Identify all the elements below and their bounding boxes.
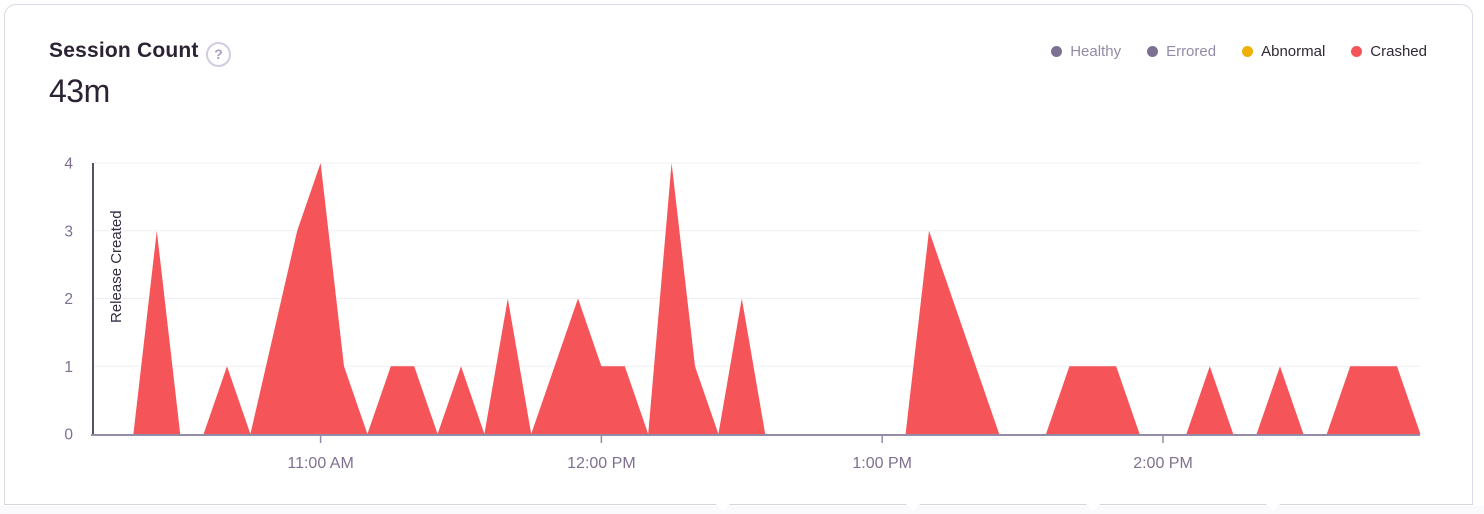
svg-text:3: 3	[64, 223, 73, 240]
errored-dot-icon	[1147, 46, 1159, 57]
svg-text:4: 4	[64, 156, 73, 173]
svg-text:1:00 PM: 1:00 PM	[852, 455, 912, 472]
legend-item-healthy[interactable]: Healthy	[1051, 43, 1121, 60]
svg-text:0: 0	[64, 427, 73, 444]
help-icon[interactable]: ?	[206, 42, 231, 67]
healthy-dot-icon	[1051, 46, 1063, 57]
session-count-chart[interactable]: 11:00 AM 12:00 PM 1:00 PM 2:00 PM 0 1 2 3 4 Relea…	[0, 140, 1484, 490]
svg-text:1: 1	[64, 359, 73, 376]
svg-text:12:00 PM: 12:00 PM	[567, 455, 635, 472]
caret-up-icon	[716, 504, 730, 511]
legend: Healthy Errored Abnormal Crashed	[1051, 43, 1427, 60]
total-sessions-value: 43m	[49, 73, 110, 109]
caret-up-icon	[1086, 504, 1100, 511]
svg-text:2:00 PM: 2:00 PM	[1133, 455, 1193, 472]
caret-up-icon	[1266, 504, 1280, 511]
legend-label: Errored	[1166, 43, 1217, 60]
legend-label: Crashed	[1370, 43, 1427, 60]
svg-text:Release Created: Release Created	[108, 210, 125, 323]
caret-up-icon	[906, 504, 920, 511]
next-section-strip	[0, 504, 1484, 514]
svg-text:11:00 AM: 11:00 AM	[287, 455, 353, 472]
legend-label: Healthy	[1070, 43, 1122, 60]
legend-item-crashed[interactable]: Crashed	[1351, 43, 1427, 60]
crashed-dot-icon	[1351, 46, 1363, 57]
card-header: Session Count ? Healthy Errored Abnormal…	[49, 39, 1427, 69]
legend-item-errored[interactable]: Errored	[1147, 43, 1216, 60]
legend-item-abnormal[interactable]: Abnormal	[1242, 43, 1325, 60]
chart-title: Session Count	[49, 39, 199, 62]
abnormal-dot-icon	[1242, 46, 1254, 57]
svg-text:2: 2	[64, 291, 73, 308]
legend-label: Abnormal	[1261, 43, 1326, 60]
